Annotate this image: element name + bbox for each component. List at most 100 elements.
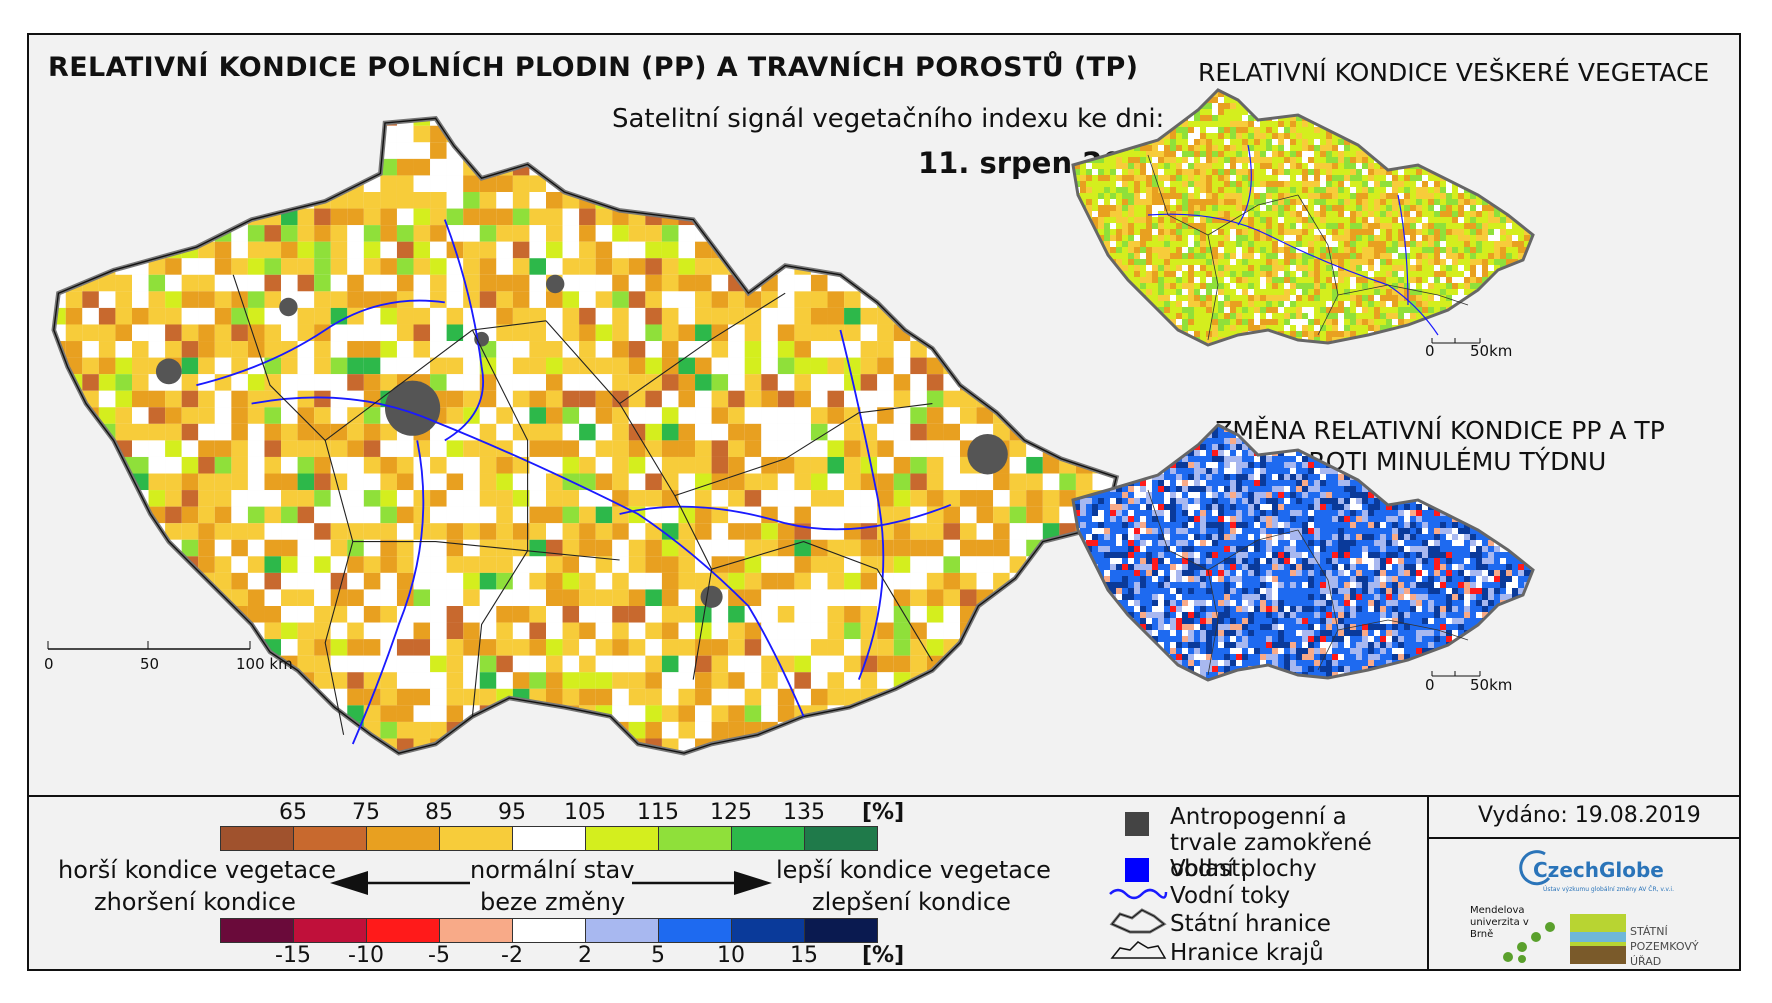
map-cell — [1080, 253, 1086, 259]
main-scale-100: 100 km — [236, 655, 293, 673]
map-cell — [1512, 163, 1518, 169]
map-cell — [1392, 193, 1398, 199]
map-cell — [247, 374, 265, 391]
map-cell — [512, 118, 530, 126]
map-cell — [1026, 572, 1043, 590]
map-cell — [1332, 115, 1338, 121]
map-cell — [380, 324, 397, 342]
map-cell — [1296, 241, 1302, 247]
map-cell — [711, 622, 729, 640]
map-cell — [1026, 456, 1043, 474]
map-cell — [1320, 205, 1326, 211]
map-cell — [330, 572, 348, 590]
map-cell — [281, 539, 298, 557]
map-cell — [264, 374, 282, 391]
map-cell — [860, 208, 878, 226]
map-cell — [728, 390, 745, 408]
map-cell — [53, 539, 66, 557]
map-cell — [1398, 97, 1404, 103]
map-cell — [53, 672, 66, 689]
map-cell — [678, 258, 696, 275]
map-cell — [1224, 103, 1230, 109]
map-cell — [132, 125, 149, 143]
map-cell — [728, 655, 745, 673]
map-cell — [148, 473, 166, 491]
map-cell — [1248, 235, 1254, 241]
map-cell — [1362, 223, 1368, 229]
map-cell — [1524, 91, 1530, 97]
map-cell — [1434, 163, 1440, 169]
map-cell — [661, 118, 679, 126]
map-cell — [1164, 97, 1170, 103]
map-cell — [1266, 90, 1272, 91]
map-cell — [1374, 241, 1380, 247]
map-cell — [1158, 103, 1164, 109]
map-cell — [165, 208, 182, 226]
map-cell — [1446, 187, 1452, 193]
map-cell — [98, 241, 116, 259]
map-cell — [1416, 97, 1422, 103]
map-cell — [1494, 90, 1500, 91]
map-cell — [1464, 90, 1470, 91]
map-cell — [214, 556, 232, 573]
map-cell — [1494, 253, 1500, 259]
map-cell — [330, 357, 348, 375]
map-cell — [496, 738, 513, 754]
map-cell — [1009, 307, 1027, 325]
map-cell — [893, 721, 911, 739]
map-cell — [926, 374, 944, 391]
map-cell — [115, 755, 132, 772]
map-cell — [661, 721, 679, 739]
map-cell — [926, 241, 944, 259]
map-cell — [628, 655, 646, 673]
map-cell — [1230, 163, 1236, 169]
map-cell — [1296, 121, 1302, 127]
map-cell — [827, 473, 845, 491]
map-cell — [1434, 115, 1440, 121]
map-cell — [1470, 241, 1476, 247]
map-cell — [1302, 241, 1308, 247]
map-cell — [463, 721, 480, 739]
map-cell — [645, 589, 662, 606]
map-cell — [910, 118, 927, 126]
map-cell — [1074, 139, 1080, 145]
map-cell — [1536, 247, 1538, 253]
map-cell — [1482, 211, 1488, 217]
map-cell — [529, 142, 546, 159]
map-cell — [1536, 151, 1538, 157]
map-cell — [1242, 217, 1248, 223]
antropogenic-area — [385, 380, 441, 436]
map-cell — [1392, 217, 1398, 223]
map-cell — [1392, 253, 1398, 259]
map-cell — [1416, 103, 1422, 109]
map-cell — [877, 225, 894, 242]
map-cell — [1098, 90, 1104, 91]
map-cell — [943, 755, 960, 772]
map-cell — [1134, 163, 1140, 169]
map-cell — [926, 158, 944, 176]
map-cell — [1092, 199, 1098, 205]
map-cell — [1074, 169, 1080, 175]
map-cell — [1188, 205, 1194, 211]
map-cell — [1326, 211, 1332, 217]
map-cell — [314, 407, 331, 424]
map-cell — [960, 274, 977, 292]
map-cell — [1080, 145, 1086, 151]
map-cell — [678, 357, 696, 375]
map-cell — [297, 390, 315, 408]
map-cell — [1398, 187, 1404, 193]
map-cell — [1368, 157, 1374, 163]
map-cell — [446, 324, 464, 342]
map-cell — [943, 473, 960, 491]
map-cell — [1428, 127, 1434, 133]
map-cell — [1410, 145, 1416, 151]
map-cell — [1170, 247, 1176, 253]
map-cell — [297, 655, 315, 673]
map-cell — [943, 407, 960, 424]
map-cell — [115, 506, 132, 524]
map-cell — [1109, 390, 1117, 408]
map-cell — [1116, 253, 1122, 259]
map-cell — [1386, 121, 1392, 127]
map-cell — [198, 490, 215, 507]
map-cell — [612, 456, 629, 474]
